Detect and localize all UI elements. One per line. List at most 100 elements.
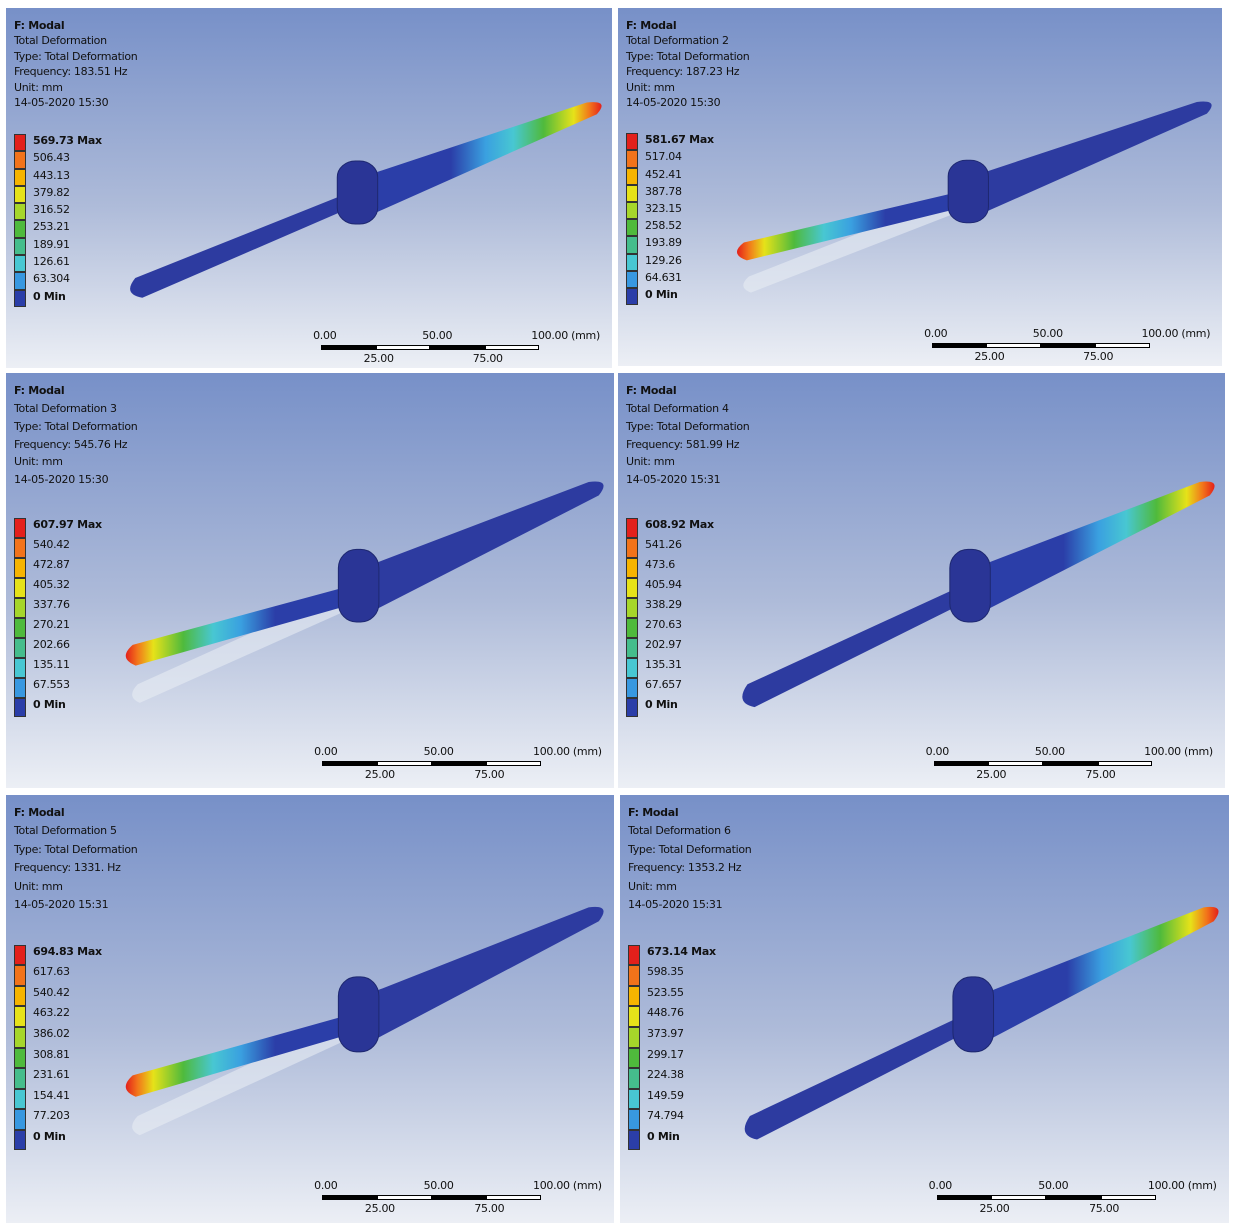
header-line: Total Deformation 2 [626,34,729,48]
legend-label: 0 Min [33,289,66,303]
right-blade [370,906,604,1039]
legend-swatch [628,1047,640,1069]
header-line: Unit: mm [626,455,675,469]
legend-swatch [14,151,26,169]
scale-label: 25.00 [363,351,394,365]
legend-label: 448.76 [647,1006,684,1020]
legend-swatch [628,965,640,986]
legend-label: 135.11 [33,657,70,671]
scale-label: 50.00 [1038,1179,1069,1193]
scale-label: 75.00 [474,768,505,782]
legend-swatch [626,167,638,185]
legend-label: 523.55 [647,985,684,999]
legend-label: 541.26 [645,538,682,552]
legend-swatch [14,1109,26,1130]
header-line: Total Deformation 5 [14,824,117,838]
legend-swatch [14,220,26,238]
scale-label: 50.00 [423,745,454,759]
result-panel: F: Modal Total Deformation Type: Total Def… [6,8,612,368]
legend-label: 258.52 [645,219,682,233]
header-line: Type: Total Deformation [626,419,750,433]
hub [336,160,379,225]
header-line: F: Modal [626,384,677,397]
legend-label: 338.29 [645,597,682,611]
scale-label: 100.00 (mm) [531,328,600,342]
left-blade [130,192,355,298]
legend-label: 694.83 Max [33,944,102,958]
header-line: Frequency: 183.51 Hz [14,65,128,79]
legend-label: 270.63 [645,617,682,631]
legend-swatch [628,1006,640,1027]
header-line: Type: Total Deformation [628,842,752,856]
legend-label: 540.42 [33,538,70,552]
scale-label: 25.00 [979,1202,1010,1216]
legend-swatch [628,1129,640,1151]
legend-swatch [14,518,26,539]
legend-label: 202.97 [645,637,682,651]
scale-segment [986,342,1041,348]
scale-label: 0.00 [928,1179,953,1193]
hub [337,548,380,623]
legend-label: 581.67 Max [645,133,714,147]
right-blade [982,481,1215,610]
header-line: Total Deformation 6 [628,824,731,838]
propeller-view [742,481,1215,708]
result-panel: F: Modal Total Deformation 4 Type: Total D… [618,373,1225,788]
legend-swatch [14,1047,26,1069]
legend-swatch [14,1068,26,1089]
scale-segment [936,1195,992,1201]
legend-label: 64.631 [645,270,682,284]
scale-segment [486,761,542,767]
legend-label: 135.31 [645,657,682,671]
left-blade [744,1014,971,1140]
scale-label: 100.00 (mm) [1144,745,1213,759]
right-blade [985,906,1219,1039]
header-line: F: Modal [626,19,677,32]
right-blade [980,101,1212,213]
propeller-view [125,906,604,1136]
legend-label: 74.794 [647,1109,684,1123]
scale-segment [484,344,540,350]
header-line: 14-05-2020 15:31 [628,898,723,912]
legend-label: 0 Min [647,1129,680,1143]
hub [947,159,989,224]
legend-swatch [626,518,638,539]
scale-label: 0.00 [925,745,950,759]
legend-swatch [628,1026,640,1048]
header-line: Frequency: 1353.2 Hz [628,861,742,875]
legend-swatch [628,985,640,1007]
legend-swatch [14,203,26,221]
legend-swatch [628,1068,640,1089]
header-line: 14-05-2020 15:30 [626,95,721,109]
header-line: F: Modal [14,19,65,32]
legend-label: 67.553 [33,677,70,691]
legend-swatch [626,637,638,658]
scale-segment [991,1195,1047,1201]
legend-swatch [14,985,26,1007]
scale-label: 50.00 [422,328,453,342]
legend-swatch [14,289,26,307]
scale-segment [1095,342,1150,348]
legend-swatch [14,578,26,598]
legend-label: 316.52 [33,203,70,217]
legend-label: 0 Min [645,287,678,301]
legend-swatch [14,558,26,578]
legend-swatch [14,597,26,618]
legend-swatch [626,597,638,618]
legend-swatch [14,1129,26,1151]
legend-label: 673.14 Max [647,944,716,958]
legend-swatch [626,538,638,559]
scale-segment [1101,1195,1156,1201]
legend-swatch [14,1088,26,1110]
legend-swatch [14,1026,26,1048]
header-line: 14-05-2020 15:31 [14,898,109,912]
legend-swatch [626,253,638,271]
legend-swatch [14,254,26,273]
header-line: Frequency: 187.23 Hz [626,65,740,79]
legend-swatch [626,270,638,288]
header-line: 14-05-2020 15:31 [626,473,721,487]
scale-segment [376,761,432,767]
left-blade [736,191,966,261]
scale-segment [1046,1195,1102,1201]
legend-label: 463.22 [33,1006,70,1020]
